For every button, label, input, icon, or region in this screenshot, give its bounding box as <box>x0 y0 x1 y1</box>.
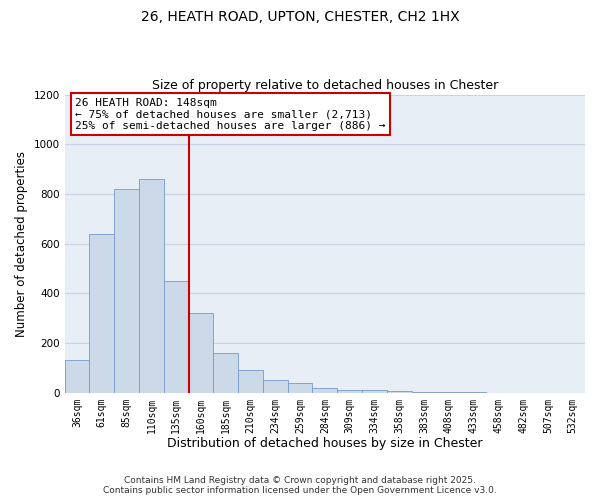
Bar <box>362 390 387 392</box>
Bar <box>238 370 263 392</box>
Bar <box>214 353 238 393</box>
Bar <box>263 380 287 392</box>
Bar <box>65 360 89 392</box>
Bar <box>164 281 188 392</box>
X-axis label: Distribution of detached houses by size in Chester: Distribution of detached houses by size … <box>167 437 482 450</box>
Bar <box>188 313 214 392</box>
Bar <box>89 234 114 392</box>
Title: Size of property relative to detached houses in Chester: Size of property relative to detached ho… <box>152 79 498 92</box>
Bar <box>337 390 362 392</box>
Y-axis label: Number of detached properties: Number of detached properties <box>15 150 28 336</box>
Bar <box>287 383 313 392</box>
Text: 26, HEATH ROAD, UPTON, CHESTER, CH2 1HX: 26, HEATH ROAD, UPTON, CHESTER, CH2 1HX <box>140 10 460 24</box>
Bar <box>114 189 139 392</box>
Text: Contains HM Land Registry data © Crown copyright and database right 2025.
Contai: Contains HM Land Registry data © Crown c… <box>103 476 497 495</box>
Text: 26 HEATH ROAD: 148sqm
← 75% of detached houses are smaller (2,713)
25% of semi-d: 26 HEATH ROAD: 148sqm ← 75% of detached … <box>75 98 386 130</box>
Bar <box>139 179 164 392</box>
Bar <box>313 388 337 392</box>
